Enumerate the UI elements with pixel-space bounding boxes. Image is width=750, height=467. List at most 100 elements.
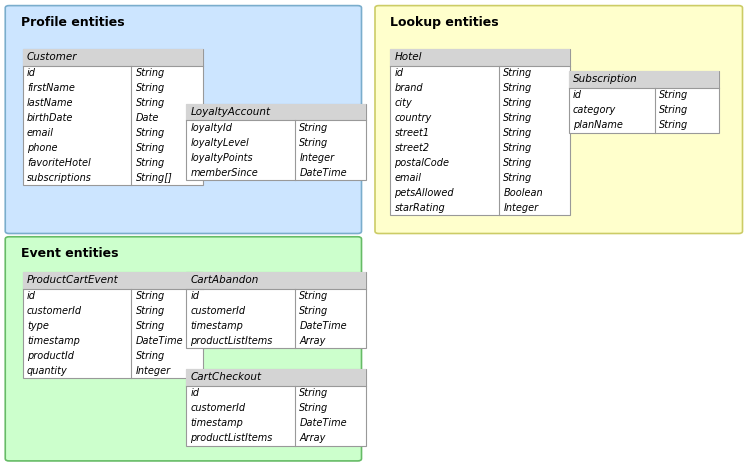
Text: productId: productId xyxy=(27,351,74,361)
Text: CartCheckout: CartCheckout xyxy=(190,372,262,382)
Text: postalCode: postalCode xyxy=(394,158,449,168)
Text: String: String xyxy=(136,83,165,93)
FancyBboxPatch shape xyxy=(568,71,718,133)
Text: Lookup entities: Lookup entities xyxy=(390,16,499,29)
Text: customerId: customerId xyxy=(190,403,246,413)
Text: String: String xyxy=(299,388,328,398)
Text: Integer: Integer xyxy=(299,153,334,163)
Text: String: String xyxy=(299,403,328,413)
Text: String: String xyxy=(503,158,532,168)
FancyBboxPatch shape xyxy=(375,6,742,234)
FancyBboxPatch shape xyxy=(186,272,366,348)
Text: quantity: quantity xyxy=(27,366,68,376)
Text: Array: Array xyxy=(299,336,326,346)
Text: String: String xyxy=(659,120,688,130)
Text: String: String xyxy=(136,98,165,108)
Text: DateTime: DateTime xyxy=(299,321,346,331)
Text: String: String xyxy=(299,123,328,133)
FancyBboxPatch shape xyxy=(186,369,366,386)
Text: Boolean: Boolean xyxy=(503,188,543,198)
Text: DateTime: DateTime xyxy=(136,336,183,346)
Text: Hotel: Hotel xyxy=(394,52,422,63)
Text: id: id xyxy=(394,68,404,78)
Text: firstName: firstName xyxy=(27,83,75,93)
Text: DateTime: DateTime xyxy=(299,418,346,428)
Text: phone: phone xyxy=(27,143,58,153)
Text: street1: street1 xyxy=(394,128,430,138)
Text: String: String xyxy=(136,158,165,168)
Text: timestamp: timestamp xyxy=(190,321,243,331)
FancyBboxPatch shape xyxy=(390,49,570,215)
Text: email: email xyxy=(27,128,54,138)
Text: loyaltyId: loyaltyId xyxy=(190,123,232,133)
Text: String: String xyxy=(659,90,688,100)
Text: String: String xyxy=(136,68,165,78)
Text: Date: Date xyxy=(136,113,159,123)
FancyBboxPatch shape xyxy=(186,104,366,120)
Text: String: String xyxy=(503,128,532,138)
FancyBboxPatch shape xyxy=(22,49,202,185)
Text: email: email xyxy=(394,173,422,183)
Text: street2: street2 xyxy=(394,143,430,153)
Text: String: String xyxy=(503,113,532,123)
Text: starRating: starRating xyxy=(394,203,445,213)
Text: lastName: lastName xyxy=(27,98,74,108)
FancyBboxPatch shape xyxy=(22,49,202,66)
Text: String: String xyxy=(659,105,688,115)
Text: category: category xyxy=(573,105,616,115)
Text: id: id xyxy=(190,291,200,301)
Text: Integer: Integer xyxy=(136,366,171,376)
Text: String: String xyxy=(503,173,532,183)
Text: subscriptions: subscriptions xyxy=(27,173,92,183)
Text: String: String xyxy=(136,128,165,138)
Text: Profile entities: Profile entities xyxy=(21,16,125,29)
Text: String: String xyxy=(503,68,532,78)
Text: Integer: Integer xyxy=(503,203,538,213)
Text: String: String xyxy=(136,143,165,153)
Text: loyaltyPoints: loyaltyPoints xyxy=(190,153,253,163)
Text: id: id xyxy=(573,90,582,100)
Text: city: city xyxy=(394,98,412,108)
FancyBboxPatch shape xyxy=(186,104,366,180)
Text: petsAllowed: petsAllowed xyxy=(394,188,454,198)
Text: brand: brand xyxy=(394,83,423,93)
Text: id: id xyxy=(27,68,36,78)
FancyBboxPatch shape xyxy=(5,6,362,234)
Text: String: String xyxy=(136,306,165,316)
Text: id: id xyxy=(190,388,200,398)
Text: planName: planName xyxy=(573,120,622,130)
Text: String: String xyxy=(136,321,165,331)
Text: memberSince: memberSince xyxy=(190,168,258,178)
FancyBboxPatch shape xyxy=(22,272,202,289)
FancyBboxPatch shape xyxy=(390,49,570,66)
Text: String: String xyxy=(299,138,328,148)
Text: productListItems: productListItems xyxy=(190,433,273,443)
FancyBboxPatch shape xyxy=(22,272,202,378)
Text: String[]: String[] xyxy=(136,173,172,183)
FancyBboxPatch shape xyxy=(5,237,362,461)
Text: CartAbandon: CartAbandon xyxy=(190,275,259,285)
Text: ProductCartEvent: ProductCartEvent xyxy=(27,275,118,285)
FancyBboxPatch shape xyxy=(186,272,366,289)
FancyBboxPatch shape xyxy=(568,71,718,88)
FancyBboxPatch shape xyxy=(186,369,366,446)
Text: customerId: customerId xyxy=(190,306,246,316)
Text: LoyaltyAccount: LoyaltyAccount xyxy=(190,107,271,117)
Text: String: String xyxy=(299,306,328,316)
Text: String: String xyxy=(136,291,165,301)
Text: favoriteHotel: favoriteHotel xyxy=(27,158,91,168)
Text: timestamp: timestamp xyxy=(190,418,243,428)
Text: country: country xyxy=(394,113,432,123)
Text: id: id xyxy=(27,291,36,301)
Text: Event entities: Event entities xyxy=(21,247,118,260)
Text: customerId: customerId xyxy=(27,306,82,316)
Text: String: String xyxy=(503,143,532,153)
Text: Subscription: Subscription xyxy=(573,74,638,85)
Text: String: String xyxy=(136,351,165,361)
Text: birthDate: birthDate xyxy=(27,113,74,123)
Text: String: String xyxy=(503,98,532,108)
Text: Customer: Customer xyxy=(27,52,77,63)
Text: productListItems: productListItems xyxy=(190,336,273,346)
Text: String: String xyxy=(503,83,532,93)
Text: loyaltyLevel: loyaltyLevel xyxy=(190,138,249,148)
